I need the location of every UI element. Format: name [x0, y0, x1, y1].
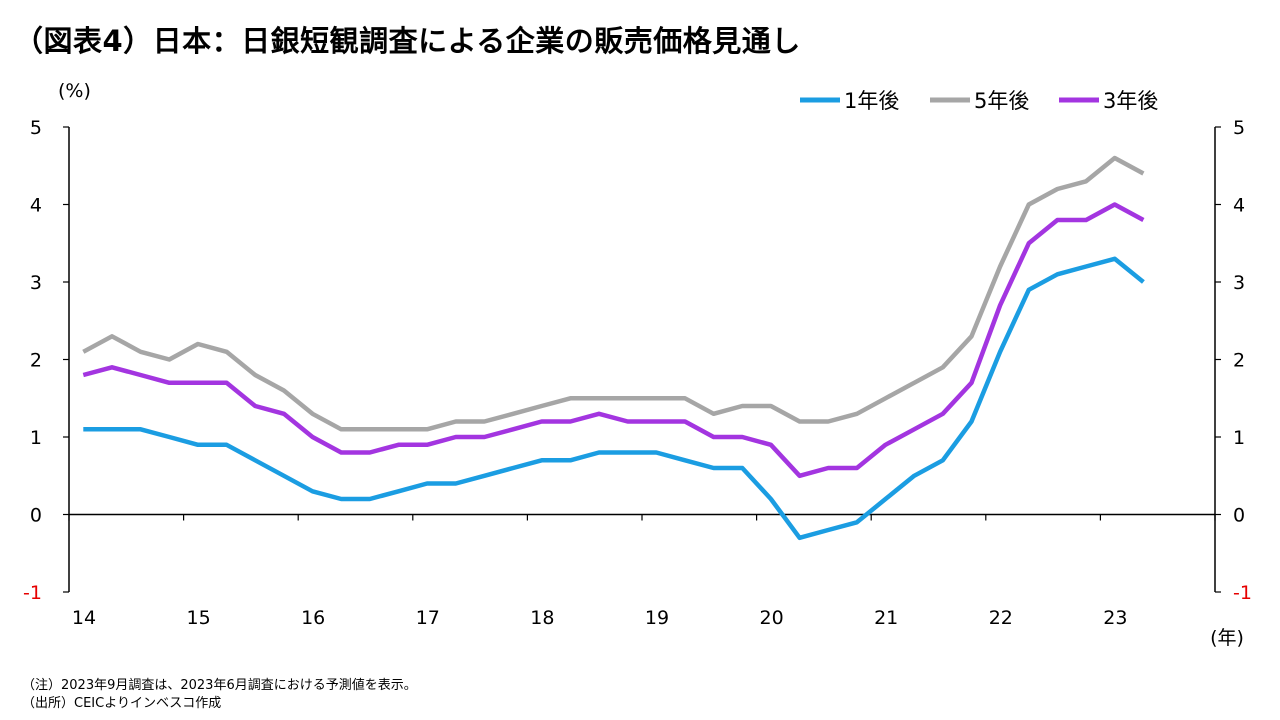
y-tick-label-left: 4: [30, 195, 42, 217]
x-tick-label: 19: [645, 607, 669, 629]
x-tick-label: 21: [874, 607, 898, 629]
x-tick-label: 18: [530, 607, 554, 629]
y-axis-unit: (%): [58, 80, 91, 102]
x-tick-label: 15: [187, 607, 211, 629]
x-axis-unit: (年): [1210, 627, 1244, 649]
y-tick-label-left: -1: [23, 582, 42, 604]
x-tick-label: 17: [416, 607, 440, 629]
x-tick-label: 23: [1103, 607, 1127, 629]
source-note: （出所）CEICよりインベスコ作成: [22, 696, 222, 711]
legend-label: 1年後: [844, 89, 899, 113]
y-tick-label-right: 0: [1233, 505, 1245, 527]
x-tick-label: 22: [989, 607, 1013, 629]
legend-label: 3年後: [1103, 89, 1158, 113]
y-tick-label-left: 5: [30, 117, 42, 139]
y-tick-label-right: 4: [1233, 195, 1245, 217]
x-tick-label: 14: [72, 607, 96, 629]
y-tick-label-right: 2: [1233, 350, 1245, 372]
y-tick-label-right: 3: [1233, 272, 1245, 294]
footnote: （注）2023年9月調査は、2023年6月調査における予測値を表示。: [22, 678, 417, 693]
y-tick-label-left: 3: [30, 272, 42, 294]
legend-label: 5年後: [974, 89, 1029, 113]
series-line-1年後: [83, 256, 1145, 541]
x-tick-label: 16: [301, 607, 325, 629]
y-tick-label-right: 5: [1233, 117, 1245, 139]
chart-title: （図表4）日本：日銀短観調査による企業の販売価格見通し: [14, 24, 801, 58]
y-tick-label-left: 0: [30, 505, 42, 527]
series-line-3年後: [82, 202, 1145, 479]
y-tick-label-right: -1: [1233, 582, 1252, 604]
series-line-5年後: [82, 155, 1145, 432]
x-tick-label: 20: [760, 607, 784, 629]
y-tick-label-left: 2: [30, 350, 42, 372]
y-tick-label-left: 1: [30, 427, 42, 449]
y-tick-label-right: 1: [1233, 427, 1245, 449]
